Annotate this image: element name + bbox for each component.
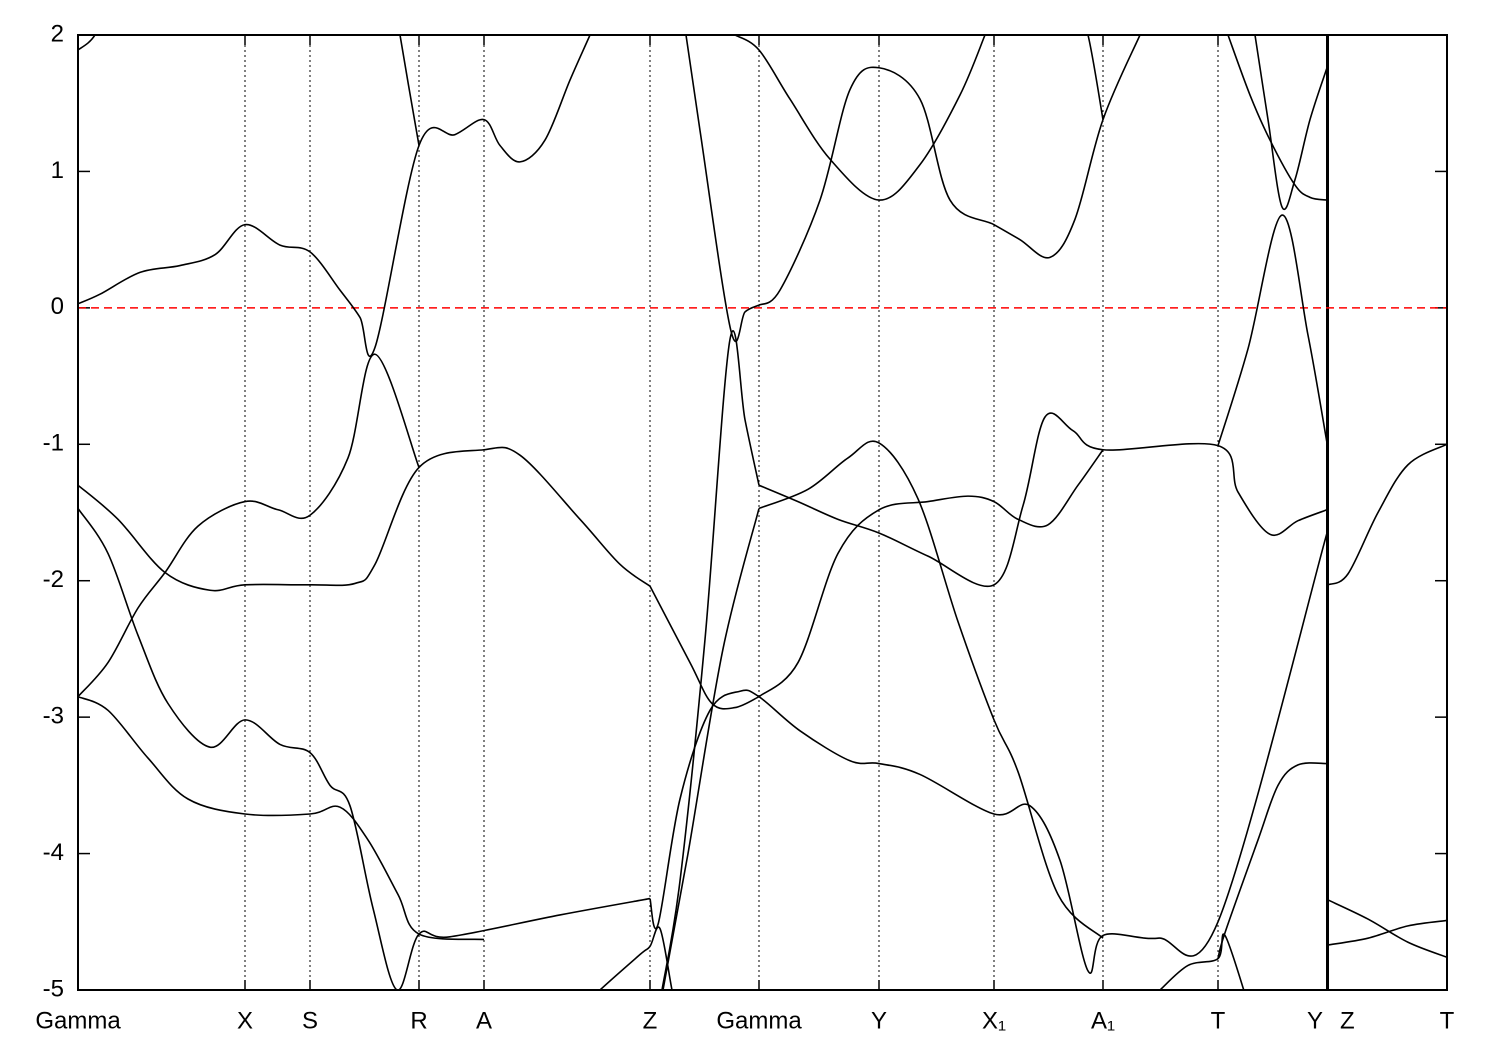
band bbox=[649, 532, 1328, 974]
y-tick-label: -2 bbox=[43, 566, 64, 593]
x-tick-label: Y bbox=[1307, 1007, 1323, 1034]
band bbox=[758, 440, 1104, 939]
y-tick-label: -5 bbox=[43, 975, 64, 1002]
band bbox=[662, 508, 760, 990]
band bbox=[734, 35, 986, 201]
band bbox=[78, 353, 420, 698]
band bbox=[78, 35, 591, 358]
band bbox=[1217, 762, 1328, 959]
band bbox=[1327, 899, 1447, 959]
bands bbox=[78, 35, 1447, 990]
band bbox=[1217, 214, 1328, 446]
x-tick-label: A bbox=[476, 1007, 492, 1034]
x-tick-label: T bbox=[1211, 1007, 1226, 1034]
band bbox=[78, 35, 96, 51]
band bbox=[598, 926, 673, 990]
band bbox=[1327, 443, 1447, 586]
x-tick-label: Z bbox=[1340, 1007, 1355, 1034]
band bbox=[649, 585, 760, 710]
x-tick-label: R bbox=[410, 1007, 427, 1034]
y-tick-label: -3 bbox=[43, 702, 64, 729]
x-tick-label: X₁ bbox=[982, 1007, 1006, 1034]
y-tick-label: -4 bbox=[43, 839, 64, 866]
band bbox=[1227, 35, 1328, 201]
x-tick-label: Y bbox=[871, 1007, 887, 1034]
band bbox=[758, 449, 1104, 698]
y-tick-label: -1 bbox=[43, 430, 64, 457]
x-tick-label: Gamma bbox=[35, 1007, 121, 1034]
plot-frame bbox=[77, 34, 1448, 991]
x-tick-label: S bbox=[302, 1007, 318, 1034]
band bbox=[78, 507, 651, 990]
band bbox=[1327, 919, 1447, 946]
x-tick-label: T bbox=[1440, 1007, 1455, 1034]
band bbox=[661, 330, 760, 990]
band bbox=[758, 35, 1141, 306]
band bbox=[1254, 35, 1328, 210]
y-tick-label: 1 bbox=[51, 157, 64, 184]
x-tick-label: Gamma bbox=[716, 1007, 802, 1034]
y-tick-label: 0 bbox=[51, 293, 64, 320]
x-tick-label: A₁ bbox=[1091, 1007, 1115, 1034]
band bbox=[78, 446, 651, 592]
band bbox=[78, 695, 485, 941]
x-tick-label: X bbox=[237, 1007, 253, 1034]
band bbox=[685, 35, 760, 342]
x-tick-label: Z bbox=[643, 1007, 658, 1034]
y-tick-label: 2 bbox=[51, 20, 64, 47]
